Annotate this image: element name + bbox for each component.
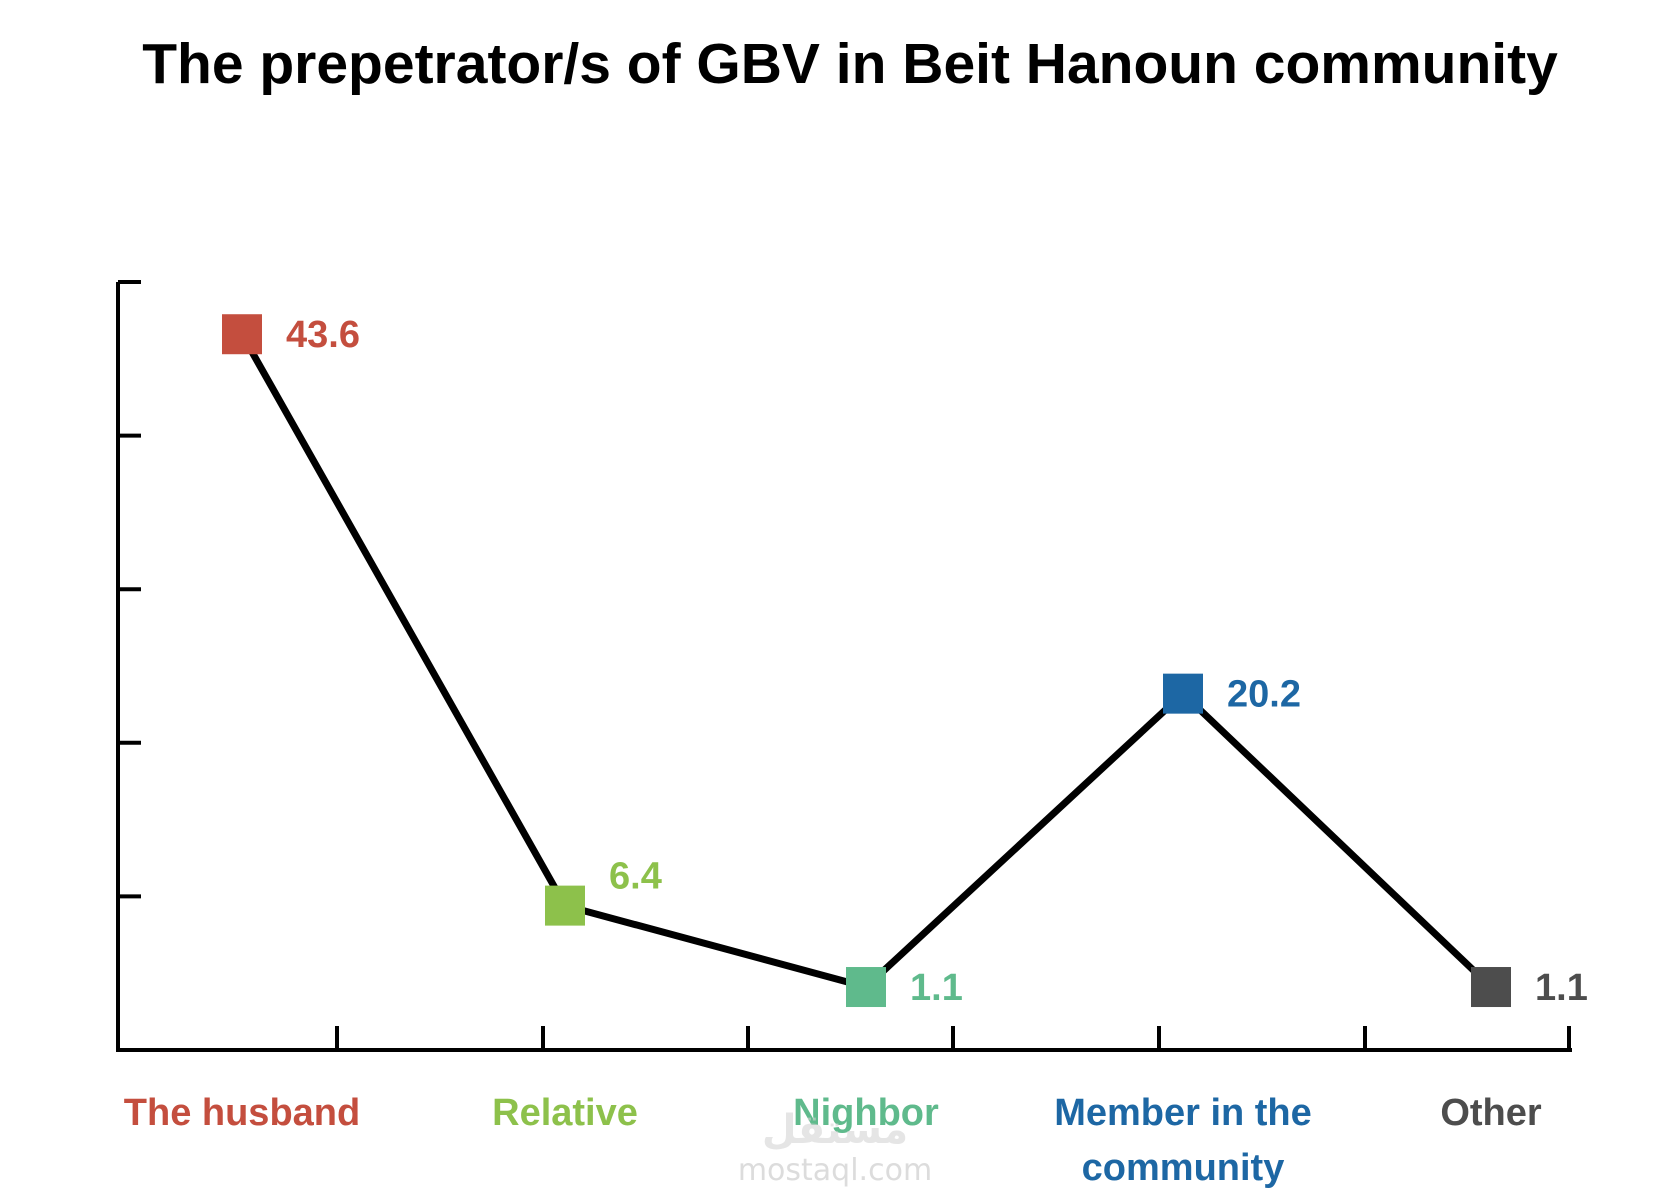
chart-title: The prepetrator/s of GBV in Beit Hanoun … (142, 32, 1558, 96)
axes (116, 280, 1572, 1052)
data-label: 1.1 (1535, 967, 1588, 1009)
x-tick-label: Nighbor (793, 1092, 939, 1134)
data-label: 20.2 (1227, 674, 1301, 716)
watermark-site: mostaql.com (738, 1153, 932, 1188)
data-point (1163, 673, 1203, 714)
series-path (238, 332, 1494, 991)
x-tick-label: The husband (124, 1092, 360, 1134)
x-tick-label: Relative (492, 1092, 638, 1134)
x-tick-label: Member in the community (1054, 1092, 1312, 1189)
series-line (238, 332, 1494, 991)
data-point (545, 885, 585, 926)
data-point (846, 967, 886, 1008)
watermark-mark: مستقل (762, 1107, 908, 1153)
data-point (222, 314, 262, 355)
data-label: 6.4 (609, 856, 662, 898)
watermark-logo: مستقل mostaql.com (738, 1107, 932, 1188)
x-tick-label: Other (1440, 1092, 1542, 1134)
data-label: 43.6 (286, 314, 360, 356)
data-point (1471, 967, 1511, 1008)
data-label: 1.1 (910, 967, 963, 1009)
data-markers (222, 314, 1511, 1008)
category-labels: The husband Relative Nighbor Member in the c… (124, 1092, 1542, 1189)
data-labels: 43.6 6.4 1.1 20.2 1.1 (286, 314, 1588, 1009)
